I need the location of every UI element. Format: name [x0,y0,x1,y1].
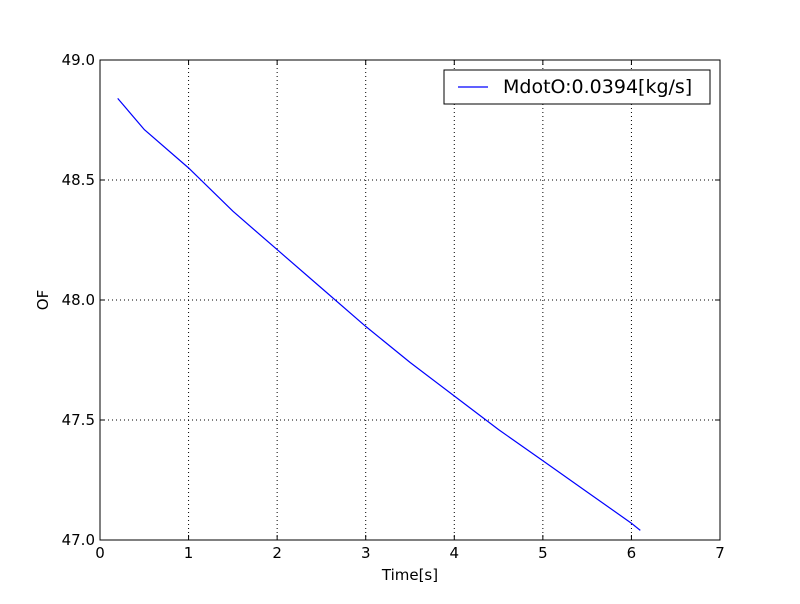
x-tick-label: 3 [361,544,371,562]
x-tick-label: 4 [450,544,460,562]
y-tick-label: 48.0 [62,291,95,309]
series-line [117,98,641,531]
y-axis-label: OF [34,290,52,310]
x-tick-label: 0 [95,544,105,562]
x-axis-label: Time[s] [381,566,438,584]
x-tick-label: 5 [538,544,548,562]
grid [100,60,720,540]
axis-ticks: 0 1 2 3 4 5 6 7 47.0 47.5 48.0 48.5 49.0 [62,51,725,562]
legend-label: MdotO:0.0394[kg/s] [503,76,692,98]
series-layer [117,98,641,531]
y-tick-label: 48.5 [62,171,95,189]
x-tick-label: 7 [715,544,725,562]
legend-box [443,69,711,105]
x-tick-label: 6 [627,544,637,562]
x-tick-label: 1 [184,544,194,562]
y-tick-label: 49.0 [62,51,95,69]
x-tick-label: 2 [272,544,282,562]
legend: MdotO:0.0394[kg/s] [443,69,711,105]
y-tick-label: 47.5 [62,411,95,429]
y-tick-label: 47.0 [62,531,95,549]
